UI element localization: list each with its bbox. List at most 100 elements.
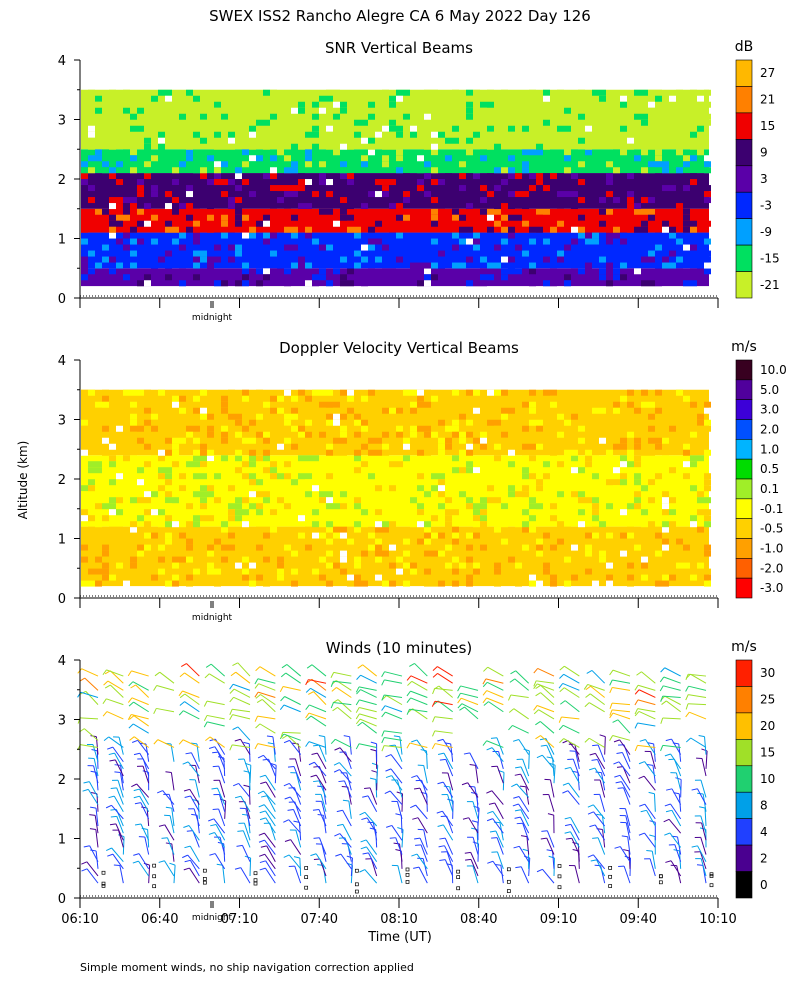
wind-barb-flag bbox=[131, 783, 137, 788]
wind-barb bbox=[572, 758, 580, 777]
wind-barb-flag bbox=[283, 782, 290, 787]
heatmap-cell bbox=[270, 467, 277, 474]
wind-barb-flag bbox=[130, 684, 136, 689]
wind-barb-flag bbox=[634, 745, 638, 752]
heatmap-cell bbox=[130, 407, 137, 414]
heatmap-cell bbox=[382, 244, 389, 251]
heatmap-cell bbox=[354, 413, 361, 420]
heatmap-cell bbox=[95, 155, 102, 162]
heatmap-cell bbox=[592, 532, 599, 539]
heatmap-cell bbox=[326, 491, 333, 498]
heatmap-cell bbox=[417, 544, 424, 551]
y-tick-label: 0 bbox=[58, 892, 66, 907]
heatmap-cell bbox=[578, 268, 585, 275]
wind-barb bbox=[641, 671, 656, 684]
heatmap-cell bbox=[473, 131, 480, 138]
heatmap-cell bbox=[312, 389, 319, 396]
wind-barb bbox=[390, 754, 403, 770]
heatmap-cell bbox=[361, 395, 368, 402]
heatmap-cell bbox=[704, 497, 711, 504]
heatmap-cell bbox=[564, 449, 571, 456]
wind-barb-flag bbox=[584, 737, 590, 743]
wind-barb-flag bbox=[184, 859, 191, 863]
heatmap-cell bbox=[144, 532, 151, 539]
heatmap-cell bbox=[137, 101, 144, 108]
heatmap-cell bbox=[410, 131, 417, 138]
heatmap-cell bbox=[452, 232, 459, 239]
wind-barb bbox=[89, 845, 99, 862]
heatmap-cell bbox=[207, 262, 214, 269]
heatmap-cell bbox=[480, 568, 487, 575]
heatmap-cell bbox=[627, 197, 634, 204]
calm-marker bbox=[405, 872, 410, 877]
heatmap-cell bbox=[221, 101, 228, 108]
heatmap-cell bbox=[557, 179, 564, 186]
heatmap-cell bbox=[613, 407, 620, 414]
wind-barb-flag bbox=[381, 711, 386, 718]
wind-barb-flag bbox=[208, 818, 215, 822]
wind-barb bbox=[397, 865, 403, 884]
y-axis-label: Altitude (km) bbox=[16, 441, 30, 520]
wind-barb-flag bbox=[660, 717, 664, 724]
wind-barb bbox=[213, 818, 226, 834]
calm-marker bbox=[456, 886, 461, 891]
heatmap-cell bbox=[655, 550, 662, 557]
heatmap-cell bbox=[368, 509, 375, 516]
wind-barb bbox=[625, 815, 631, 834]
heatmap-cell bbox=[214, 395, 221, 402]
heatmap-cell bbox=[158, 389, 165, 396]
heatmap-cell bbox=[277, 395, 284, 402]
heatmap-cell bbox=[368, 256, 375, 263]
heatmap-cell bbox=[102, 113, 109, 120]
heatmap-cell bbox=[508, 226, 515, 233]
wind-barb bbox=[314, 761, 327, 777]
heatmap-cell bbox=[655, 580, 662, 587]
heatmap-cell bbox=[683, 443, 690, 450]
heatmap-cell bbox=[200, 256, 207, 263]
wind-barb bbox=[477, 808, 480, 827]
wind-barb bbox=[187, 854, 200, 870]
wind-barb-flag bbox=[107, 746, 114, 750]
heatmap-cell bbox=[305, 473, 312, 480]
heatmap-cell bbox=[298, 101, 305, 108]
missing-cell bbox=[417, 521, 424, 528]
wind-barb-flag bbox=[81, 861, 88, 865]
heatmap-cell bbox=[578, 214, 585, 221]
heatmap-cell bbox=[389, 503, 396, 510]
colorbar-swatch bbox=[735, 871, 753, 899]
heatmap-cell bbox=[480, 431, 487, 438]
missing-cell bbox=[340, 143, 347, 150]
heatmap-cell bbox=[137, 491, 144, 498]
wind-barb-flag bbox=[330, 738, 336, 745]
calm-marker bbox=[304, 866, 309, 870]
wind-barb-flag bbox=[410, 804, 416, 809]
heatmap-cell bbox=[466, 431, 473, 438]
heatmap-cell bbox=[109, 244, 116, 251]
heatmap-cell bbox=[620, 125, 627, 132]
heatmap-cell bbox=[676, 131, 683, 138]
heatmap-cell bbox=[585, 131, 592, 138]
wind-barb bbox=[419, 787, 428, 805]
heatmap-cell bbox=[606, 538, 613, 545]
wind-barb-flag bbox=[533, 705, 538, 711]
heatmap-cell bbox=[424, 262, 431, 269]
missing-cell bbox=[501, 256, 508, 263]
wind-barb-flag bbox=[105, 804, 112, 809]
wind-barb bbox=[133, 715, 149, 727]
heatmap-cell bbox=[291, 509, 298, 516]
wind-barb bbox=[520, 773, 530, 791]
heatmap-cell bbox=[396, 425, 403, 432]
heatmap-cell bbox=[172, 113, 179, 120]
heatmap-cell bbox=[578, 161, 585, 168]
wind-barb-flag bbox=[357, 664, 363, 669]
heatmap-cell bbox=[277, 107, 284, 114]
wind-barb-flag bbox=[613, 761, 620, 765]
wind-barb bbox=[196, 815, 200, 834]
wind-barb-flag bbox=[108, 752, 115, 756]
wind-barb-flag bbox=[511, 783, 517, 788]
heatmap-cell bbox=[102, 137, 109, 144]
wind-barb-flag bbox=[359, 869, 366, 873]
wind-barb bbox=[288, 783, 302, 798]
x-tick-label: 10:10 bbox=[699, 912, 736, 927]
missing-cell bbox=[340, 556, 347, 563]
